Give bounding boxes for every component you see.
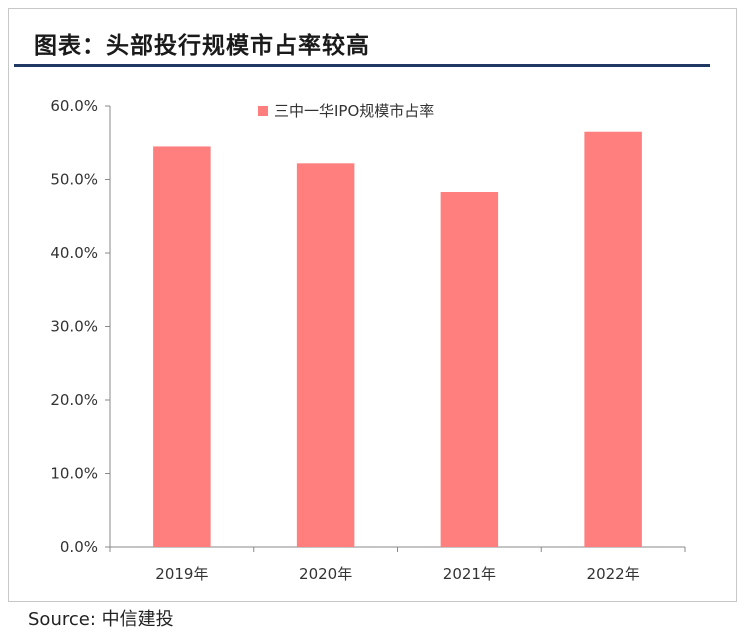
bar <box>296 163 355 547</box>
title-divider <box>14 64 710 67</box>
page-title: 图表：头部投行规模市占率较高 <box>34 33 370 59</box>
x-tick-label: 2019年 <box>155 565 208 583</box>
y-tick-label: 0.0% <box>60 538 98 556</box>
y-tick-label: 50.0% <box>50 171 98 189</box>
bar <box>153 146 211 548</box>
legend-swatch <box>258 106 268 116</box>
bars <box>153 131 642 548</box>
y-tick-label: 10.0% <box>50 465 98 483</box>
y-tick-label: 40.0% <box>50 244 98 262</box>
bar <box>584 131 642 547</box>
x-axis: 2019年 2020年 2021年 2022年 <box>109 546 686 583</box>
y-tick-label: 60.0% <box>50 97 98 115</box>
y-tick-label: 30.0% <box>50 318 98 336</box>
y-axis: 0.0% 10.0% 20.0% 30.0% 40.0% 50.0% 60.0% <box>50 97 111 556</box>
legend-label: 三中一华IPO规模市占率 <box>274 102 434 120</box>
x-tick-label: 2022年 <box>587 565 640 583</box>
y-tick-label: 20.0% <box>50 391 98 409</box>
legend: 三中一华IPO规模市占率 <box>258 102 434 120</box>
bar <box>440 191 499 547</box>
x-tick-label: 2021年 <box>443 565 496 583</box>
source-note: Source: 中信建投 <box>28 609 174 630</box>
x-tick-label: 2020年 <box>299 565 352 583</box>
